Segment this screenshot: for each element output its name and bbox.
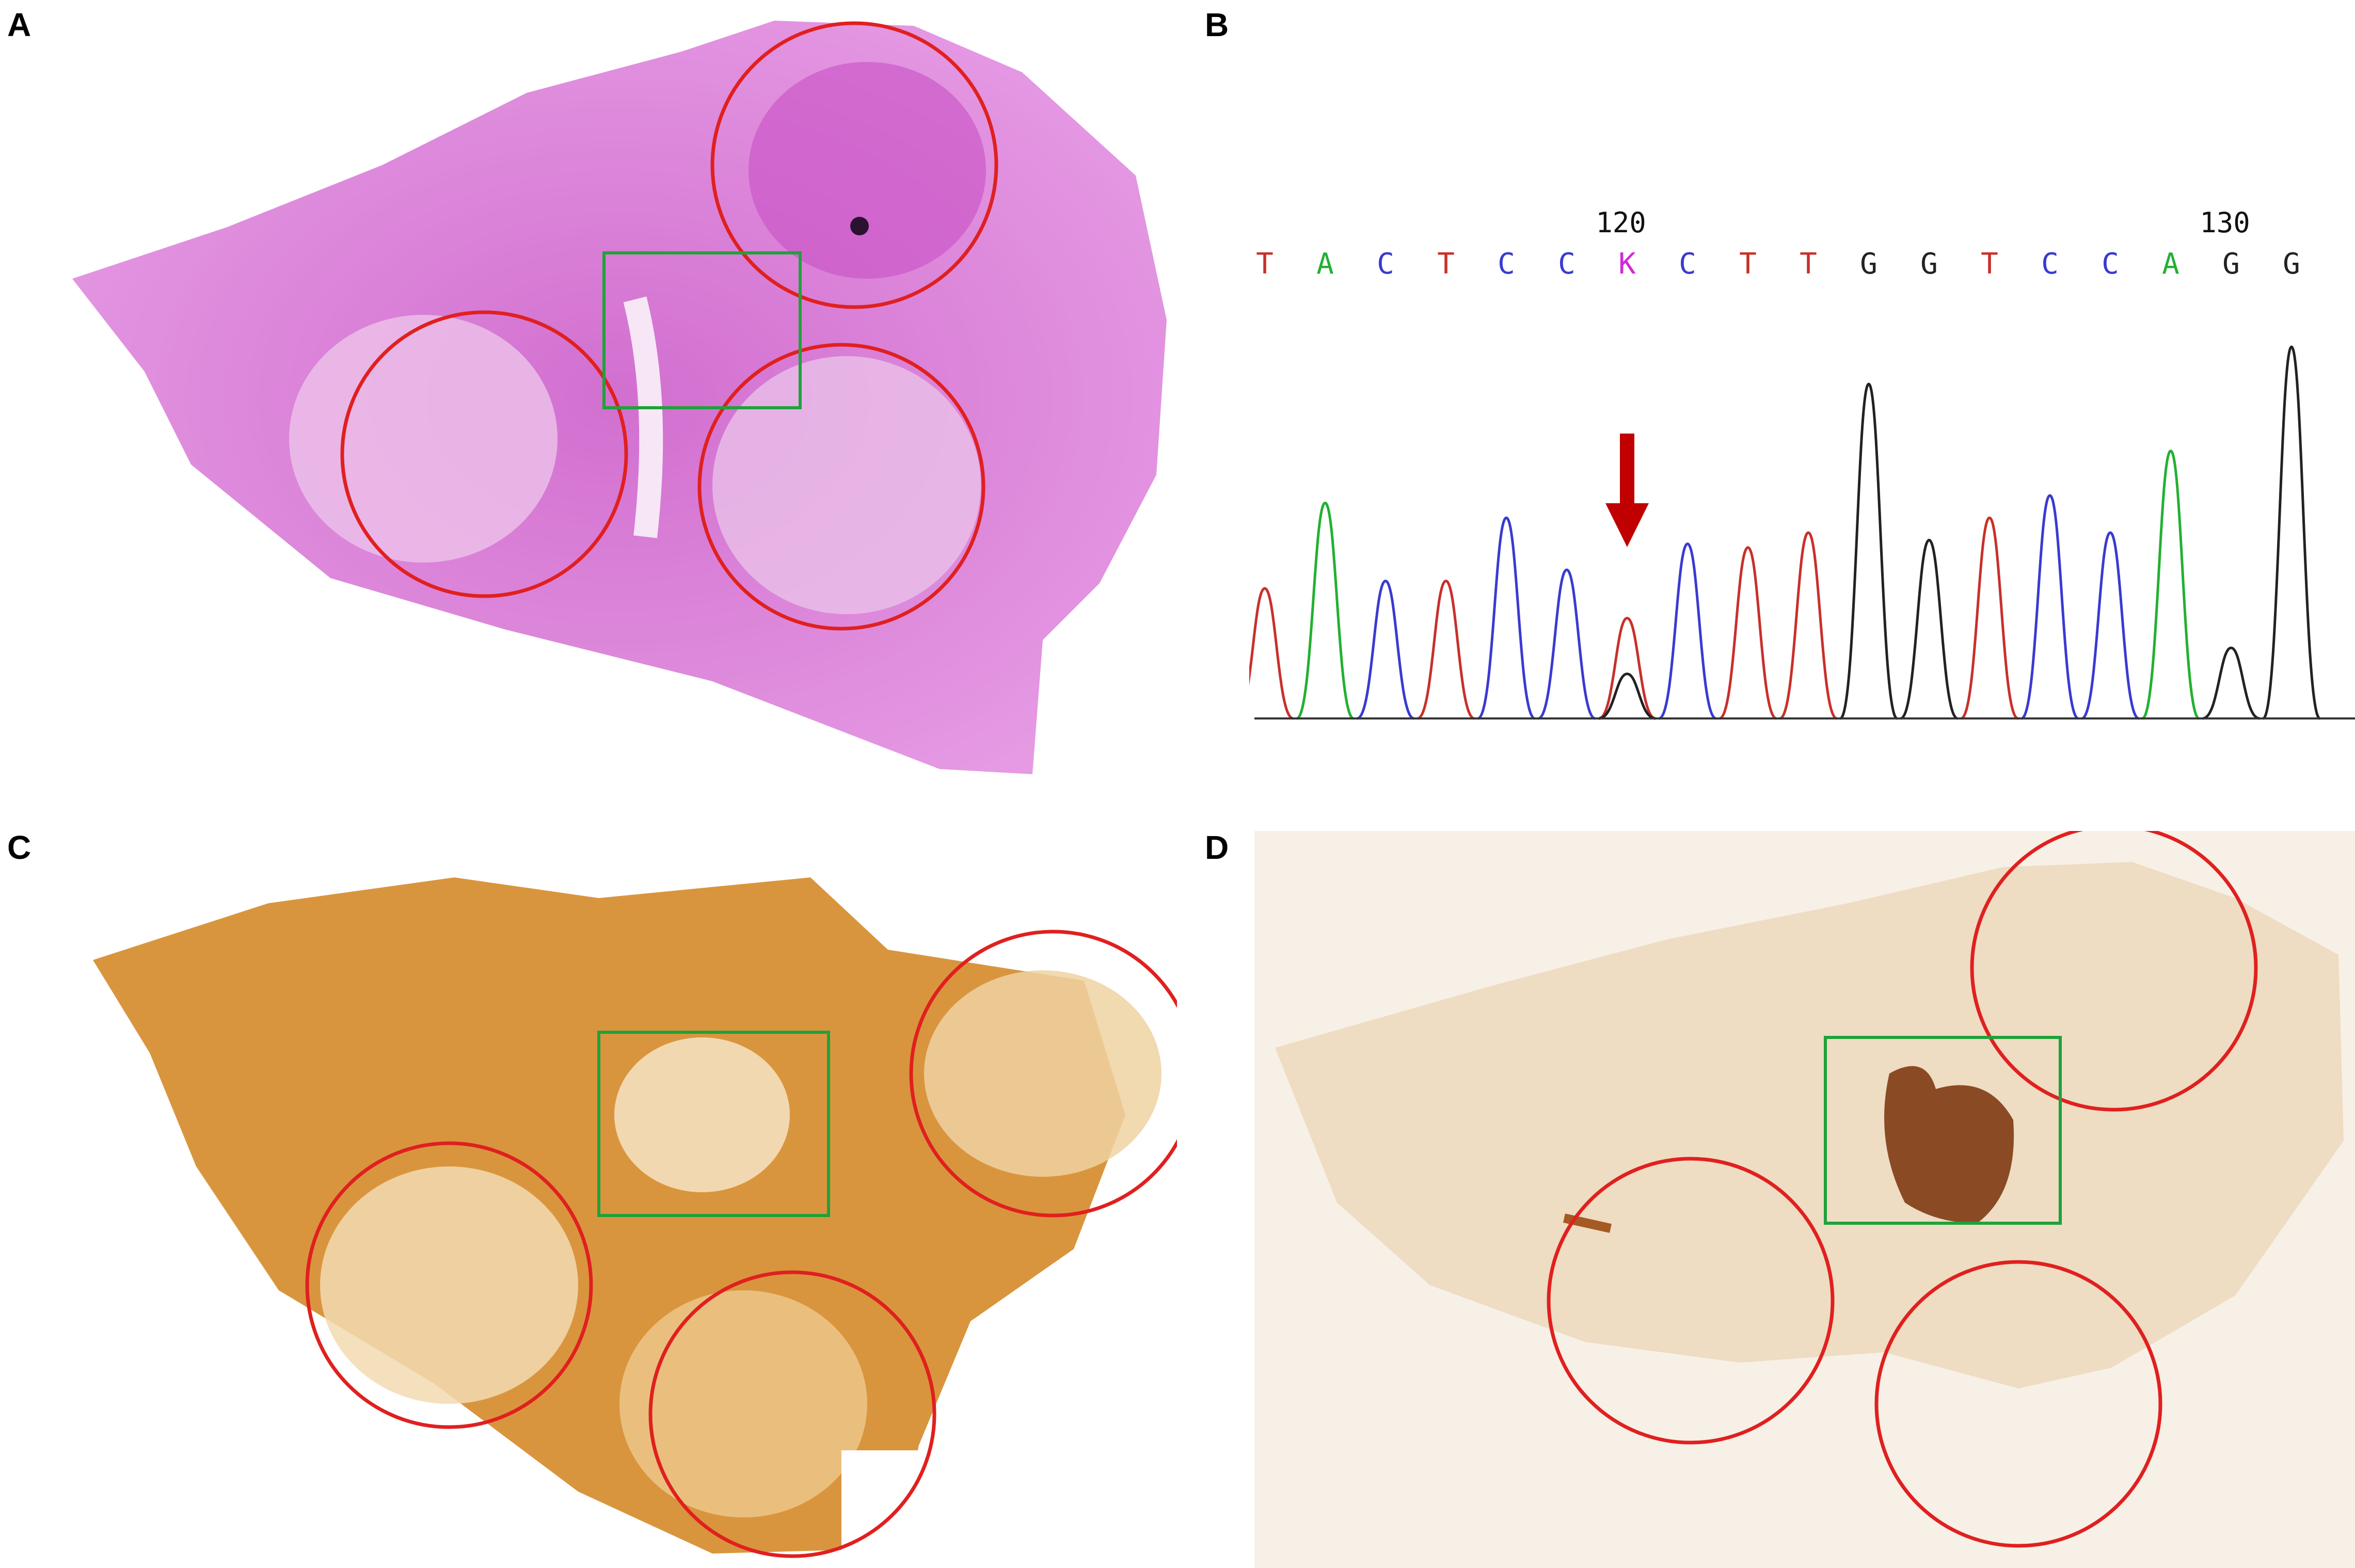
he-tissue-outline [72,21,1167,774]
ihc-tissue-image-d [1254,831,2355,1568]
he-dark-spot [850,217,869,235]
trace-peaks [1249,345,2321,720]
panel-label-b: B [1205,6,1229,43]
panel-d-ihc-section [1254,831,2355,1568]
mutation-arrow-head [1605,503,1649,547]
tumor-circle-a1 [710,21,998,309]
trace-peak-3 [1417,580,1475,720]
ihc-c-tissue-gap [841,1450,919,1568]
trace-peak-17 [2262,345,2321,720]
trace-peak-8 [1718,546,1777,720]
base-call-5: C [1558,247,1576,281]
base-call-9: T [1800,247,1817,281]
panel-a-he-section [62,10,1177,785]
trace-peak-11 [1900,538,1959,720]
trace-peak-5 [1537,568,1596,720]
he-vessel-cleft [623,296,663,538]
tumor-circle-c3 [648,1270,936,1558]
tumor-circle-c1 [909,930,1177,1218]
panel-label-a: A [7,6,31,43]
base-call-6: K [1618,247,1636,281]
trace-peak-12 [1960,516,2019,720]
panel-b-chromatogram: 120 130 T A C T C C K C T T G G T C C A G G [1249,196,2355,733]
region-box-a [602,251,802,409]
base-call-10: G [1860,247,1877,281]
trace-peak-13 [2020,494,2079,720]
position-label-120: 120 [1596,206,1646,239]
trace-peak-14 [2081,531,2140,720]
base-call-14: C [2102,247,2119,281]
panel-label-c: C [7,829,31,866]
base-call-16: G [2222,247,2240,281]
base-call-3: T [1437,247,1455,281]
base-call-11: G [1920,247,1938,281]
base-call-15: A [2162,247,2179,281]
panel-label-d: D [1205,829,1229,866]
tumor-circle-c2 [305,1141,593,1429]
chromatogram-plot: 120 130 T A C T C C K C T T G G T C C A G G [1249,206,2355,720]
trace-peak-15 [2141,450,2200,720]
tumor-circle-a3 [697,343,985,631]
trace-peak-1 [1296,501,1355,720]
trace-peak-16 [2202,646,2260,720]
trace-peak-4 [1477,516,1536,720]
he-dense-nodule-top [749,62,986,279]
base-call-13: C [2041,247,2059,281]
trace-peak-9 [1779,531,1838,720]
ihc-c-boxed-region [614,1037,790,1192]
region-box-d [1824,1036,2062,1225]
ihc-c-pale-nodule-left [320,1166,578,1404]
he-tissue-image [72,21,1167,774]
tumor-circle-d2 [1547,1157,1835,1445]
tumor-circle-a2 [340,310,628,598]
tumor-circle-d1 [1970,831,2258,1112]
trace-peak-10 [1839,382,1899,720]
trace-peak-0 [1249,587,1294,720]
ihc-tissue-image-c [93,877,1177,1568]
trace-peak-7 [1658,542,1717,720]
base-call-7: C [1679,247,1696,281]
trace-peak-6 [1598,617,1656,720]
base-call-4: C [1498,247,1515,281]
base-call-1: A [1316,247,1334,281]
position-label-130: 130 [2200,206,2250,239]
base-call-12: T [1981,247,1998,281]
trace-secondary-peak [1598,673,1656,720]
base-call-8: T [1739,247,1757,281]
ihc-d-tissue-outline [1275,862,2344,1388]
region-box-c [597,1031,830,1217]
base-call-17: G [2283,247,2300,281]
ihc-d-positive-focus [1884,1066,2014,1223]
base-call-0: T [1256,247,1274,281]
panel-c-ihc-section [62,836,1177,1568]
base-call-2: C [1377,247,1394,281]
tumor-circle-d3 [1874,1260,2162,1548]
he-pale-nodule-left [289,315,558,563]
mutation-arrow [1605,434,1649,547]
ihc-c-nodule-bottom [619,1290,867,1517]
mutation-arrow-shaft [1620,434,1634,506]
ihc-c-nodule-right [924,970,1161,1177]
trace-peak-2 [1356,580,1415,720]
he-pale-nodule-right [712,356,981,614]
